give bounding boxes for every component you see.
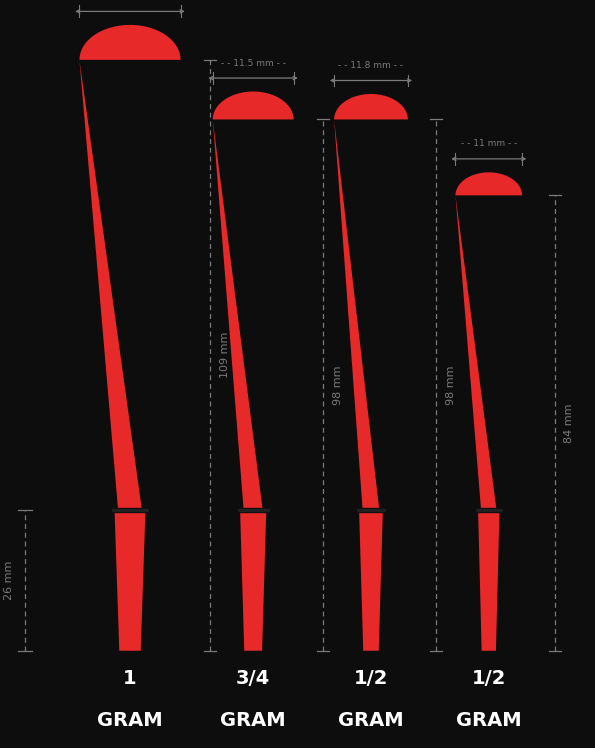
- Text: - - 11 mm - -: - - 11 mm - -: [461, 139, 517, 148]
- Polygon shape: [115, 510, 145, 651]
- Text: - - 11.8 mm - -: - - 11.8 mm - -: [339, 61, 403, 70]
- Polygon shape: [334, 94, 408, 510]
- Polygon shape: [359, 510, 383, 651]
- Text: GRAM: GRAM: [220, 711, 286, 729]
- Text: 1/2: 1/2: [472, 669, 506, 688]
- Text: 84 mm: 84 mm: [564, 403, 574, 443]
- Text: GRAM: GRAM: [338, 711, 404, 729]
- Polygon shape: [455, 172, 522, 510]
- Text: 26 mm: 26 mm: [4, 560, 14, 600]
- Polygon shape: [80, 25, 181, 510]
- Text: 3/4: 3/4: [236, 669, 270, 688]
- Text: 98 mm: 98 mm: [446, 365, 456, 405]
- Text: - - 11.5 mm - -: - - 11.5 mm - -: [221, 58, 286, 67]
- Polygon shape: [478, 510, 499, 651]
- Text: 1: 1: [123, 669, 137, 688]
- Text: 109 mm: 109 mm: [220, 332, 230, 378]
- Text: GRAM: GRAM: [97, 711, 163, 729]
- Text: GRAM: GRAM: [456, 711, 522, 729]
- Text: - - 12 mm - -: - - 12 mm - -: [102, 0, 158, 1]
- Polygon shape: [213, 91, 294, 510]
- Polygon shape: [240, 510, 267, 651]
- Text: 1/2: 1/2: [354, 669, 388, 688]
- Text: 98 mm: 98 mm: [333, 365, 343, 405]
